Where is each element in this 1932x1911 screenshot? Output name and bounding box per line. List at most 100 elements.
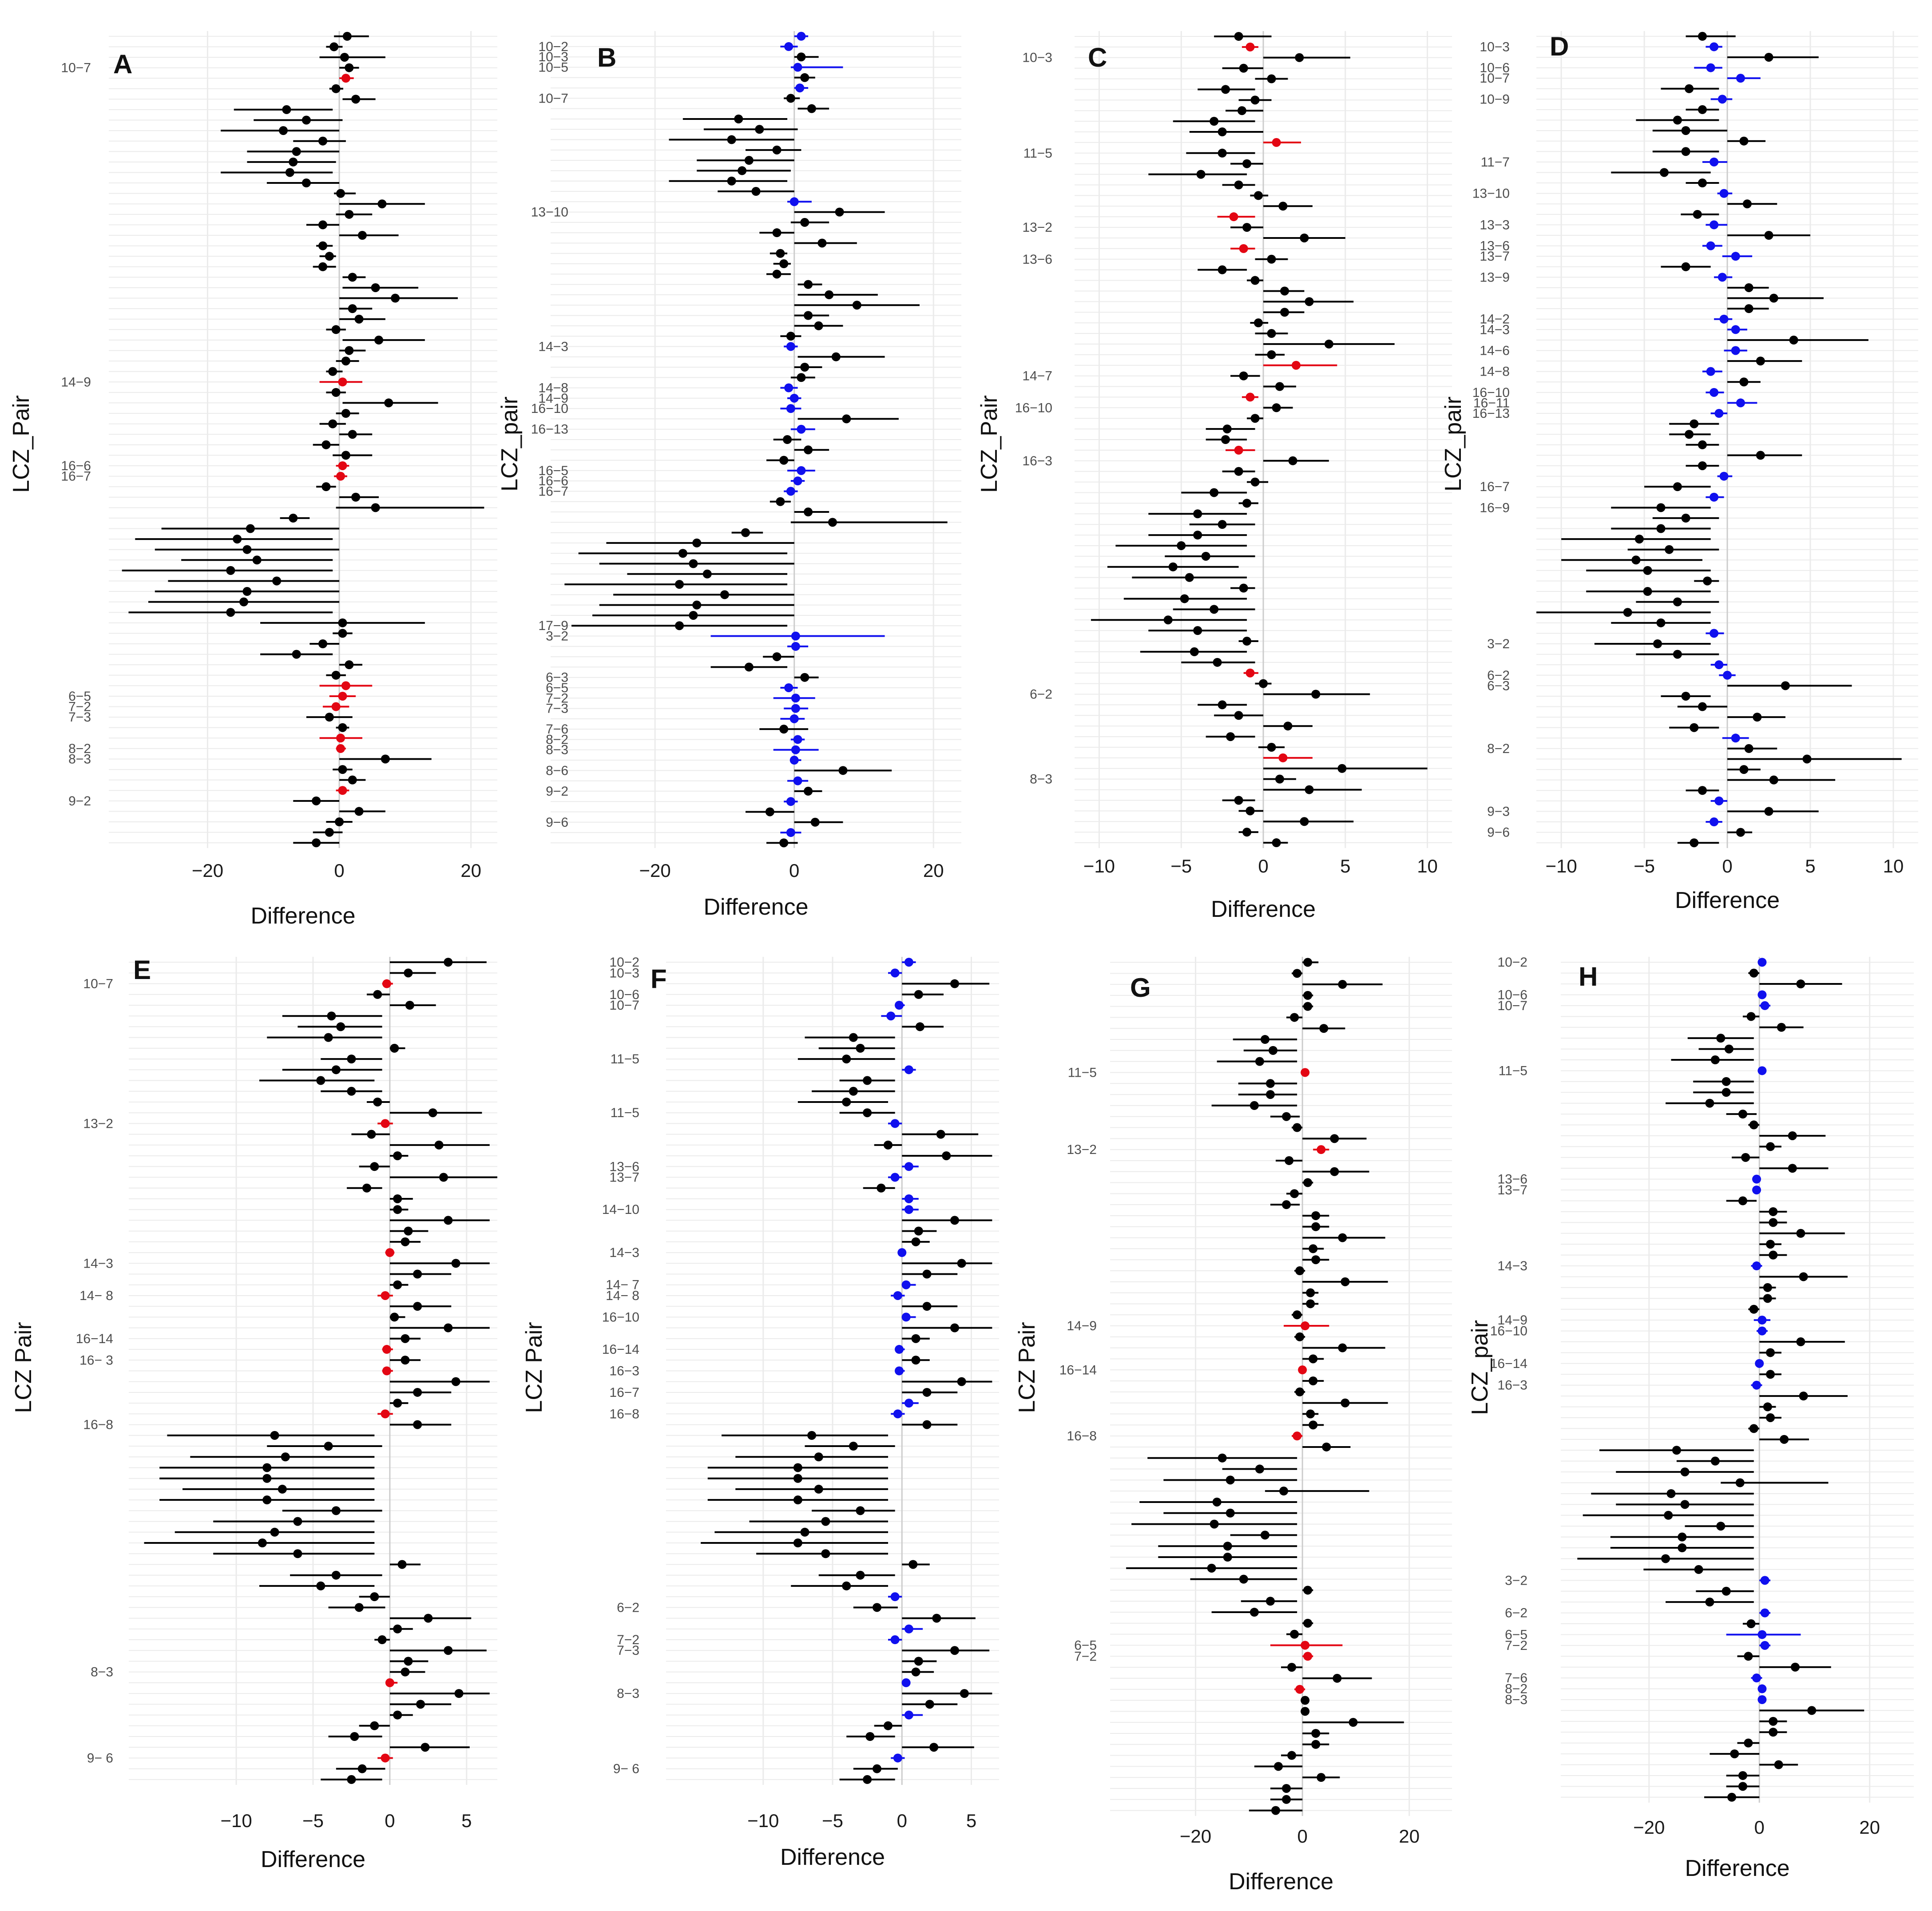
- y-tick-label: 14−9: [538, 391, 568, 406]
- point-estimate: [793, 1495, 802, 1505]
- point-estimate: [817, 238, 827, 248]
- x-tick-label: −10: [747, 1810, 779, 1831]
- point-estimate: [1250, 276, 1260, 285]
- point-estimate: [814, 1452, 823, 1462]
- point-estimate: [1290, 1630, 1299, 1639]
- point-estimate: [893, 1291, 902, 1300]
- point-estimate: [1295, 1685, 1305, 1694]
- point-estimate: [772, 228, 782, 238]
- point-estimate: [1301, 1641, 1310, 1650]
- y-tick-label: 14−9: [1067, 1319, 1097, 1333]
- point-estimate: [1788, 1164, 1797, 1173]
- point-estimate: [1673, 650, 1682, 659]
- y-tick-label: 17−9: [538, 618, 568, 633]
- x-tick-label: −20: [192, 860, 223, 881]
- point-estimate: [1306, 1288, 1315, 1297]
- point-estimate: [393, 1205, 402, 1214]
- point-estimate: [904, 958, 913, 967]
- point-estimate: [1266, 1597, 1275, 1606]
- point-estimate: [1807, 1706, 1817, 1715]
- point-estimate: [1757, 1630, 1767, 1639]
- point-estimate: [1293, 1123, 1302, 1132]
- point-estimate: [1722, 1586, 1731, 1596]
- y-tick-label: 10−9: [1480, 92, 1510, 107]
- point-estimate: [401, 1334, 410, 1343]
- y-tick-label: 13−6: [1480, 239, 1510, 254]
- x-tick-label: −20: [639, 860, 671, 881]
- point-estimate: [1309, 1420, 1318, 1430]
- point-estimate: [789, 197, 799, 206]
- y-tick-label: 14−2: [1480, 312, 1510, 327]
- point-estimate: [382, 1345, 391, 1354]
- point-estimate: [357, 1764, 367, 1773]
- y-tick-label: 16−10: [531, 401, 568, 416]
- point-estimate: [1234, 711, 1243, 720]
- x-tick-label: 20: [1859, 1817, 1880, 1838]
- y-tick-label: 14−7: [1022, 369, 1052, 384]
- point-estimate: [405, 1000, 414, 1010]
- point-estimate: [922, 1269, 932, 1279]
- point-estimate: [444, 1323, 453, 1332]
- point-estimate: [849, 1033, 858, 1042]
- point-estimate: [1764, 52, 1773, 62]
- point-estimate: [329, 42, 339, 52]
- y-tick-label: 16−8: [83, 1418, 113, 1432]
- point-estimate: [336, 1022, 345, 1031]
- point-estimate: [1222, 424, 1232, 434]
- point-estimate: [370, 1721, 379, 1730]
- y-tick-label: 16−7: [538, 484, 568, 499]
- point-estimate: [424, 1614, 433, 1623]
- point-estimate: [381, 1753, 390, 1763]
- point-estimate: [1722, 1077, 1731, 1086]
- point-estimate: [345, 210, 354, 219]
- point-estimate: [341, 451, 350, 460]
- point-estimate: [377, 199, 387, 209]
- point-estimate: [1287, 1663, 1297, 1672]
- point-estimate: [1643, 566, 1652, 575]
- point-estimate: [800, 673, 809, 682]
- y-tick-label: 16−8: [1067, 1429, 1097, 1443]
- point-estimate: [338, 461, 347, 470]
- y-tick-label: 14−3: [609, 1245, 639, 1260]
- point-estimate: [1267, 329, 1276, 338]
- point-estimate: [1790, 1662, 1800, 1672]
- point-estimate: [1311, 1729, 1321, 1738]
- point-estimate: [1769, 1717, 1778, 1726]
- y-tick-label: 13−2: [1067, 1142, 1097, 1157]
- point-estimate: [873, 1764, 881, 1773]
- point-estimate: [1753, 713, 1762, 722]
- point-estimate: [1678, 1543, 1687, 1553]
- point-estimate: [393, 1710, 402, 1720]
- point-estimate: [367, 1130, 376, 1139]
- point-estimate: [1664, 1511, 1673, 1520]
- point-estimate: [1738, 1782, 1747, 1791]
- point-estimate: [821, 1549, 830, 1558]
- y-tick-label: 16−14: [602, 1342, 639, 1357]
- y-tick-label: 8−3: [91, 1665, 113, 1680]
- point-estimate: [345, 63, 354, 72]
- point-estimate: [316, 1581, 325, 1590]
- y-tick-label: 14−8: [1480, 365, 1510, 379]
- point-estimate: [1731, 346, 1740, 355]
- y-tick-label: 8−6: [546, 763, 568, 778]
- y-tick-label: 8−3: [546, 743, 568, 757]
- point-estimate: [842, 1097, 851, 1106]
- point-estimate: [1221, 435, 1230, 444]
- y-tick-label: 6−2: [1030, 687, 1052, 702]
- point-estimate: [444, 1216, 453, 1225]
- point-estimate: [293, 1549, 302, 1558]
- point-estimate: [786, 487, 795, 496]
- point-estimate: [1319, 1024, 1329, 1033]
- panel-h: 10−2 10−610−7 11−5 13−613−7 14−3 14−916−10 16−…: [1467, 955, 1914, 1881]
- point-estimate: [421, 1743, 430, 1752]
- point-estimate: [1714, 660, 1724, 670]
- point-estimate: [1317, 1145, 1326, 1154]
- point-estimate: [444, 958, 453, 967]
- point-estimate: [1330, 1134, 1339, 1143]
- point-estimate: [382, 979, 391, 988]
- x-tick-label: −20: [1633, 1817, 1665, 1838]
- point-estimate: [1678, 1532, 1687, 1542]
- point-estimate: [401, 1356, 410, 1365]
- y-tick-label: 10−7: [83, 977, 113, 991]
- point-estimate: [1279, 1487, 1289, 1496]
